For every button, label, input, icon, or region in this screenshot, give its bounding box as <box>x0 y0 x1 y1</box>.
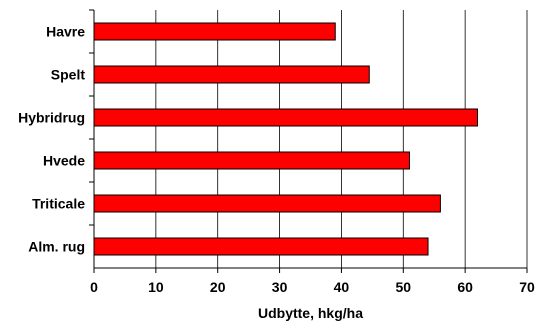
category-labels: Havre Spelt Hybridrug Hvede Triticale Alm. ru… <box>18 24 85 255</box>
bar-alm-rug <box>93 237 429 256</box>
category-label-triticale: Triticale <box>32 196 85 212</box>
category-label-hybridrug: Hybridrug <box>18 110 85 126</box>
x-tick-label-20: 20 <box>210 279 226 295</box>
x-tick-label-70: 70 <box>519 279 535 295</box>
x-tick-label-40: 40 <box>334 279 350 295</box>
category-label-havre: Havre <box>46 24 85 40</box>
x-tick-labels: 0 10 20 30 40 50 60 70 <box>90 279 535 295</box>
x-tick-label-0: 0 <box>90 279 98 295</box>
category-label-spelt: Spelt <box>51 67 86 83</box>
gridlines <box>89 9 528 273</box>
bar-triticale <box>93 194 441 213</box>
bars <box>93 22 479 256</box>
bar-spelt <box>93 65 370 84</box>
x-axis-title: Udbytte, hkg/ha <box>258 305 363 321</box>
x-tick-label-50: 50 <box>395 279 411 295</box>
bar-hvede <box>93 151 410 170</box>
x-tick-label-10: 10 <box>148 279 164 295</box>
x-tick-label-60: 60 <box>457 279 473 295</box>
x-tick-label-30: 30 <box>272 279 288 295</box>
bar-havre <box>93 22 336 41</box>
category-label-hvede: Hvede <box>43 153 85 169</box>
bar-hybridrug <box>93 108 479 127</box>
category-label-alm-rug: Alm. rug <box>28 239 85 255</box>
